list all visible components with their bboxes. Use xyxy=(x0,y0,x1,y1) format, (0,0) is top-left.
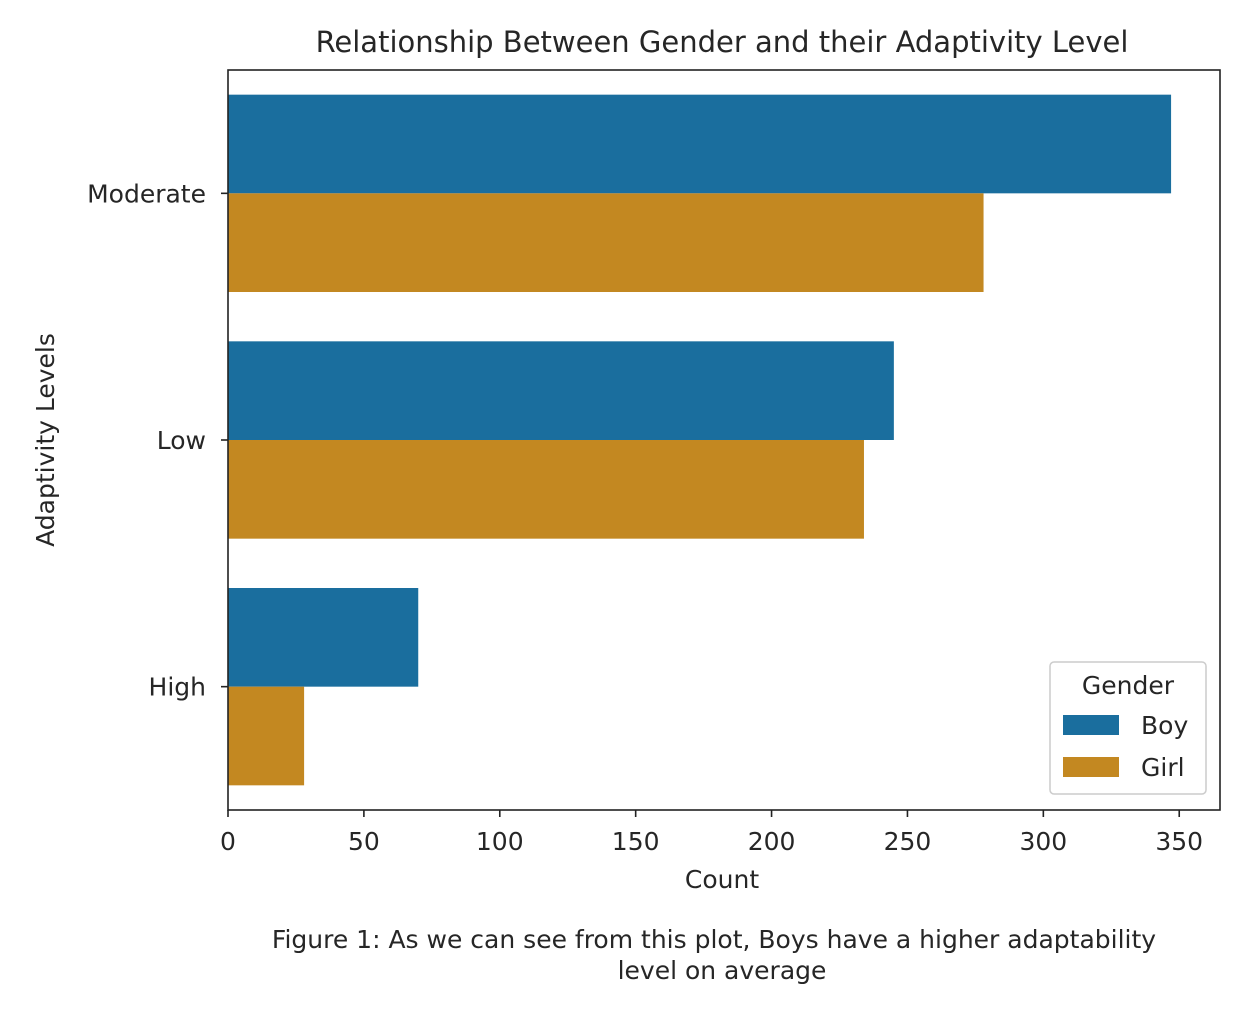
y-axis-label: Adaptivity Levels xyxy=(31,333,60,547)
bar-high-girl xyxy=(228,686,305,786)
bars-group xyxy=(228,94,1172,786)
y-tick-label: High xyxy=(149,673,206,702)
x-tick-label: 0 xyxy=(220,827,236,856)
legend-title: Gender xyxy=(1082,671,1175,700)
x-tick-label: 150 xyxy=(612,827,660,856)
bar-moderate-boy xyxy=(228,94,1172,194)
x-axis-label: Count xyxy=(685,865,759,894)
x-tick-label: 300 xyxy=(1019,827,1067,856)
x-tick-label: 250 xyxy=(884,827,932,856)
legend: Gender Boy Girl xyxy=(1049,661,1207,795)
bar-high-boy xyxy=(228,588,419,687)
x-tick-label: 50 xyxy=(348,827,380,856)
y-tick-label: Moderate xyxy=(87,179,206,208)
legend-swatch-boy xyxy=(1063,715,1119,735)
x-tick-label: 100 xyxy=(476,827,524,856)
y-axis-ticks: Moderate Low High xyxy=(87,179,228,702)
x-tick-label: 350 xyxy=(1155,827,1203,856)
legend-label-girl: Girl xyxy=(1141,753,1185,782)
bar-moderate-girl xyxy=(228,193,984,292)
bar-low-boy xyxy=(228,341,894,440)
figure-caption-line-2: level on average xyxy=(618,956,827,985)
plot-frame xyxy=(227,69,1221,811)
legend-swatch-girl xyxy=(1063,757,1119,777)
x-axis-ticks: 0 50 100 150 200 250 300 350 xyxy=(220,810,1203,856)
bar-low-girl xyxy=(228,440,864,539)
legend-label-boy: Boy xyxy=(1141,711,1188,740)
figure-caption-line-1: Figure 1: As we can see from this plot, … xyxy=(272,925,1156,954)
chart-title: Relationship Between Gender and their Ad… xyxy=(316,25,1129,59)
y-tick-label: Low xyxy=(157,426,206,455)
x-tick-label: 200 xyxy=(748,827,796,856)
